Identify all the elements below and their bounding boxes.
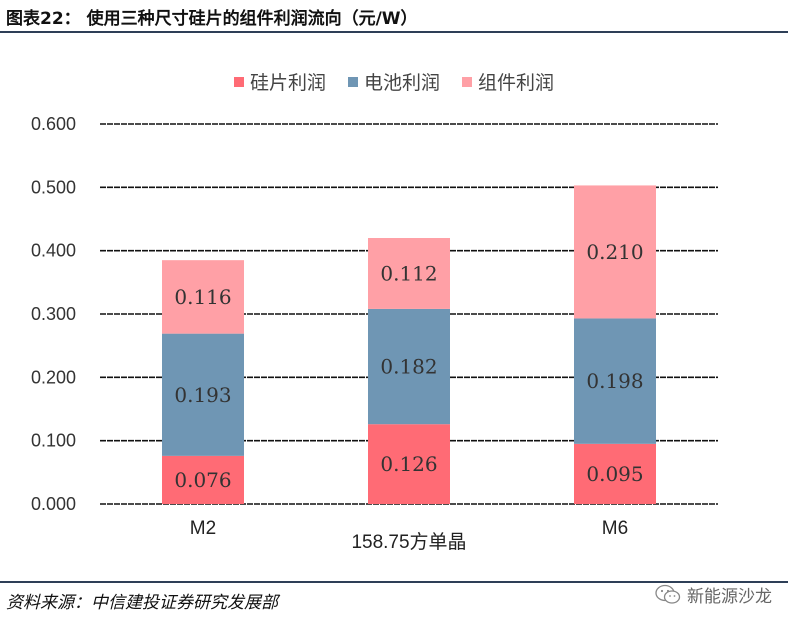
page-title: 图表22： 使用三种尺寸硅片的组件利润流向（元/W）: [6, 9, 418, 29]
legend-item-module: 组件利润: [462, 68, 554, 95]
y-tick-label: 0.200: [31, 367, 76, 387]
bar-cell: [162, 333, 244, 456]
y-tick-label: 0.600: [31, 114, 76, 134]
legend-label-cell: 电池利润: [363, 72, 440, 94]
legend-item-cell: 电池利润: [347, 68, 440, 95]
data-label-cell: 0.198: [586, 369, 643, 393]
data-label-wafer: 0.076: [174, 468, 231, 492]
data-label-wafer: 0.095: [586, 462, 643, 486]
x-tick-label: M6: [602, 518, 628, 539]
y-tick-label: 0.400: [31, 241, 76, 261]
legend-swatch-cell: [347, 76, 358, 87]
y-tick-label: 0.100: [31, 431, 76, 451]
stacked-bar-chart: 0.000 0.100 0.200 0.300 0.400 0.500 0.600 0.076…: [31, 114, 718, 553]
watermark: 新能源沙龙: [655, 582, 772, 607]
x-tick-label: M2: [190, 518, 216, 539]
bar-cell: [368, 308, 450, 425]
bar-module: [368, 238, 450, 309]
bar-wafer: [162, 455, 244, 504]
legend-label-wafer: 硅片利润: [249, 72, 326, 94]
bar-cell: [574, 318, 656, 444]
source-note: 资料来源：中信建投证券研究发展部: [6, 593, 278, 613]
bar-module: [574, 185, 656, 319]
data-label-module: 0.116: [174, 285, 231, 309]
legend-swatch-wafer: [233, 76, 244, 87]
chart-legend: 硅片利润 电池利润 组件利润: [0, 68, 788, 95]
bar-wafer: [368, 424, 450, 504]
footer-divider: [0, 581, 788, 583]
data-label-cell: 0.193: [174, 383, 231, 407]
legend-swatch-module: [462, 76, 472, 87]
wechat-icon: [655, 584, 681, 604]
bar-wafer: [574, 443, 656, 504]
y-tick-label: 0.500: [31, 177, 76, 197]
x-tick-label: 158.75方单晶: [351, 531, 466, 553]
data-label-wafer: 0.126: [380, 452, 437, 476]
y-tick-label: 0.300: [31, 304, 76, 324]
watermark-label: 新能源沙龙: [687, 587, 772, 607]
y-tick-label: 0.000: [31, 494, 76, 514]
legend-item-wafer: 硅片利润: [233, 68, 326, 95]
data-label-module: 0.210: [586, 240, 643, 264]
legend-label-module: 组件利润: [478, 72, 555, 94]
bar-module: [162, 260, 244, 334]
title-divider: [0, 31, 788, 33]
data-label-cell: 0.182: [380, 355, 437, 379]
data-label-module: 0.112: [380, 261, 437, 285]
